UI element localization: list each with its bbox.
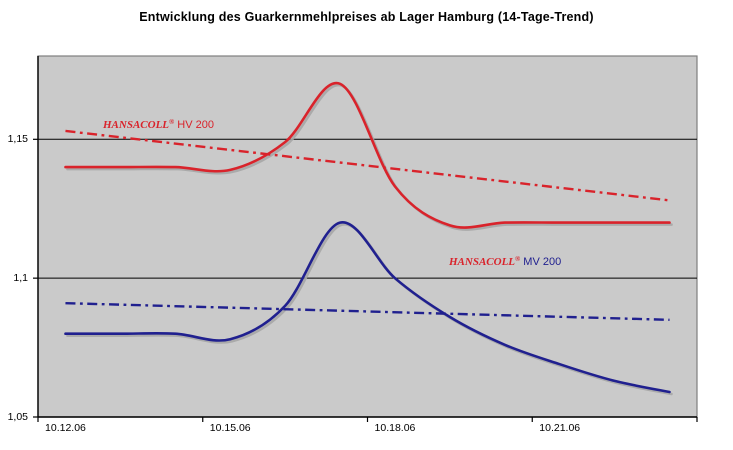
x-axis-label: 10.21.06 [539,422,581,434]
hv200-series-label: HANSACOLL® HV 200 [103,116,214,131]
y-axis-label: 1,05 [7,411,28,423]
chart-title: Entwicklung des Guarkernmehlpreises ab L… [139,10,594,24]
mv200-series-label: HANSACOLL® MV 200 [449,253,561,268]
hansacoll-brand-text: HANSACOLL [103,119,170,131]
mv200-label-text: MV 200 [520,256,562,268]
hansacoll-brand-text: HANSACOLL [449,256,516,268]
mv200-trendline [65,301,670,322]
plot-area [37,55,698,418]
hv200-trendline [65,129,670,202]
x-axis-label: 10.18.06 [374,422,416,434]
hv200-line [64,81,671,229]
hv200-label-text: HV 200 [174,119,214,131]
mv200-line [64,221,671,394]
y-axis-label: 1,1 [13,272,28,285]
y-axis-label: 1,15 [7,133,28,146]
registered-trademark-icon: ® [169,118,175,126]
registered-trademark-icon: ® [515,255,521,263]
x-axis-label: 10.15.06 [209,422,251,434]
x-axis-label: 10.12.06 [45,422,86,434]
